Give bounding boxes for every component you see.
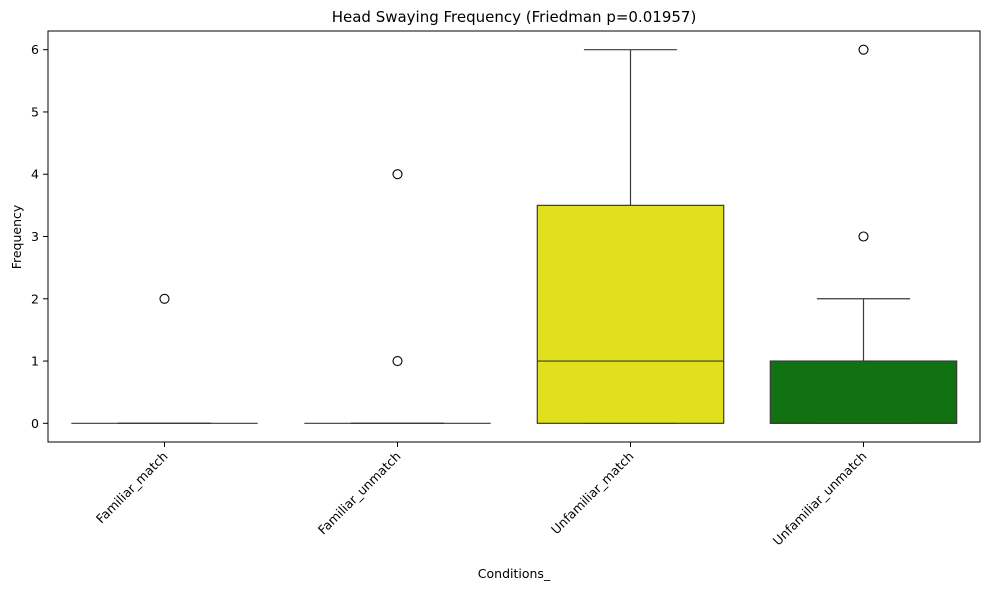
y-tick-label: 4 (31, 167, 39, 182)
outlier-point (858, 231, 869, 242)
x-tick-label: Unfamiliar_match (548, 449, 637, 538)
y-tick-label: 5 (31, 104, 39, 119)
outlier-point (392, 169, 403, 180)
chart-title: Head Swaying Frequency (Friedman p=0.019… (332, 8, 697, 26)
outlier-point (858, 44, 869, 55)
y-tick-label: 2 (31, 291, 39, 306)
x-tick-label: Familiar_match (93, 449, 171, 527)
y-tick-label: 6 (31, 42, 39, 57)
y-tick-label: 3 (31, 229, 39, 244)
y-axis-label: Frequency (9, 204, 24, 269)
box-body (536, 204, 725, 424)
outlier-point (392, 355, 403, 367)
x-axis-label: Conditions_ (478, 566, 551, 581)
x-tick-label: Unfamiliar_unmatch (770, 449, 870, 549)
x-tick-label: Familiar_unmatch (315, 449, 404, 538)
y-tick-label: 0 (31, 416, 39, 431)
box-body (769, 360, 958, 424)
y-tick-label: 1 (31, 354, 39, 369)
plot-area: 0 1 2 3 4 5 6 Familiar_match Familiar_unmatch Unf… (31, 30, 981, 549)
outlier-point (159, 293, 170, 304)
